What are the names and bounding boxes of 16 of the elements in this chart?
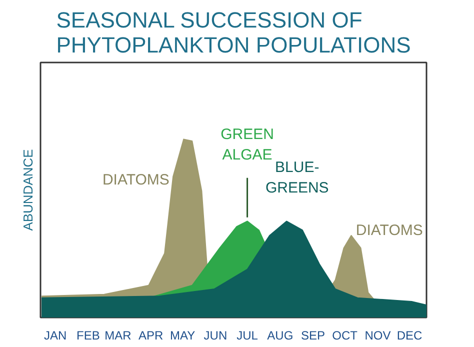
- y-axis-title: ABUNDANCE: [20, 148, 36, 231]
- x-tick-label: FEB: [76, 328, 100, 342]
- x-tick-label: JAN: [44, 328, 67, 342]
- x-tick-label: MAR: [104, 328, 132, 342]
- series-label: DIATOMS: [356, 222, 423, 239]
- chart-title: SEASONAL SUCCESSION OF PHYTOPLANKTON POPULATIONS: [56, 8, 411, 58]
- x-tick-label: OCT: [332, 328, 358, 342]
- x-tick-label: JUN: [204, 328, 228, 342]
- text: DIATOMS: [102, 171, 170, 188]
- x-tick-label: AUG: [267, 328, 294, 342]
- x-tick-label: MAY: [170, 328, 196, 342]
- x-tick-label: SEP: [301, 328, 326, 342]
- x-tick-label: JUL: [236, 328, 258, 342]
- x-tick-label: APR: [138, 328, 164, 342]
- x-tick-label: DEC: [396, 328, 423, 342]
- x-tick-label: NOV: [364, 328, 391, 342]
